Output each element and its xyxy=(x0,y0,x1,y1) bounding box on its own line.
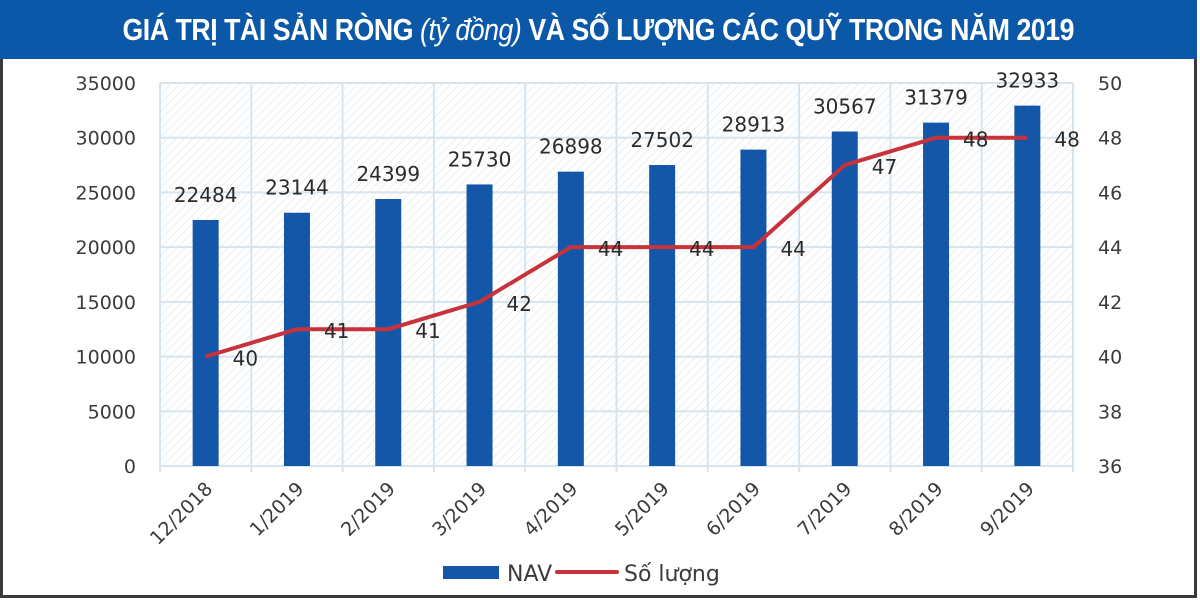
nav-value-label: 24399 xyxy=(356,162,420,186)
nav-bar xyxy=(923,122,950,466)
nav-value-label: 32933 xyxy=(996,69,1060,93)
left-axis: 0 5000 10000 15000 20000 25000 30000 35000 xyxy=(76,73,136,478)
nav-bar xyxy=(283,212,310,466)
count-value-label: 41 xyxy=(324,319,349,343)
left-axis-tick: 30000 xyxy=(76,128,136,150)
count-data-labels: 40 41 41 42 44 44 44 47 48 48 xyxy=(233,128,1080,371)
x-axis-label: 2/2019 xyxy=(337,478,400,541)
x-axis-label: 3/2019 xyxy=(428,478,491,541)
title-part-1: GIÁ TRỊ TÀI SẢN RÒNG xyxy=(122,11,421,47)
x-axis-label: 12/2018 xyxy=(146,478,217,549)
x-axis-label: 7/2019 xyxy=(793,478,856,541)
right-axis-tick: 50 xyxy=(1098,73,1122,95)
nav-bar xyxy=(375,199,402,466)
title-bar: GIÁ TRỊ TÀI SẢN RÒNG (tỷ đồng) VÀ SỐ LƯỢ… xyxy=(0,0,1197,59)
left-axis-tick: 35000 xyxy=(76,73,136,95)
right-axis-tick: 42 xyxy=(1098,292,1122,314)
nav-bar xyxy=(466,184,493,466)
title-part-3: VÀ SỐ LƯỢNG CÁC QUỸ TRONG NĂM 2019 xyxy=(521,11,1075,47)
fund-count-line xyxy=(205,135,1028,359)
nav-value-label: 25730 xyxy=(448,147,512,171)
nav-bar xyxy=(649,165,676,466)
nav-value-label: 31379 xyxy=(904,86,968,110)
nav-bar xyxy=(192,219,219,466)
legend: NAV Số lượng xyxy=(443,562,720,587)
left-axis-tick: 20000 xyxy=(76,237,136,259)
right-axis-tick: 36 xyxy=(1098,456,1122,478)
x-axis-label: 9/2019 xyxy=(976,478,1039,541)
count-value-label: 47 xyxy=(872,155,897,179)
right-axis: 36 38 40 42 44 46 48 50 xyxy=(1098,73,1122,478)
right-axis-tick: 38 xyxy=(1098,401,1122,423)
nav-bars xyxy=(192,105,1041,466)
right-axis-tick: 40 xyxy=(1098,347,1122,369)
nav-value-label: 28913 xyxy=(722,113,786,137)
x-axis-label: 5/2019 xyxy=(611,478,674,541)
x-axis: 12/2018 1/2019 2/2019 3/2019 4/2019 5/2019 6/2… xyxy=(146,478,1039,549)
left-axis-tick: 0 xyxy=(124,456,136,478)
count-value-label: 48 xyxy=(963,128,988,152)
title-unit: (tỷ đồng) xyxy=(420,11,522,47)
nav-bar xyxy=(740,149,767,466)
gridlines xyxy=(159,82,1074,472)
count-value-label: 48 xyxy=(1054,128,1079,152)
nav-data-labels: 22484 23144 24399 25730 26898 27502 28913 30567… xyxy=(174,69,1059,207)
chart-title: GIÁ TRỊ TÀI SẢN RÒNG (tỷ đồng) VÀ SỐ LƯỢ… xyxy=(123,12,1075,48)
count-line xyxy=(205,135,1028,359)
nav-value-label: 22484 xyxy=(174,183,238,207)
nav-value-label: 27502 xyxy=(630,128,694,152)
legend-nav-swatch xyxy=(443,566,499,579)
x-axis-label: 1/2019 xyxy=(246,478,309,541)
x-axis-label: 8/2019 xyxy=(885,478,948,541)
nav-bar xyxy=(831,131,858,466)
count-value-label: 42 xyxy=(507,292,532,316)
nav-bar xyxy=(1014,105,1041,466)
left-axis-tick: 10000 xyxy=(76,347,136,369)
right-axis-tick: 44 xyxy=(1098,237,1122,259)
nav-value-label: 23144 xyxy=(265,176,329,200)
count-value-label: 44 xyxy=(780,237,805,261)
right-axis-tick: 46 xyxy=(1098,182,1122,204)
count-value-label: 40 xyxy=(233,347,258,371)
count-value-label: 41 xyxy=(415,319,440,343)
left-axis-tick: 5000 xyxy=(88,401,136,423)
count-value-label: 44 xyxy=(598,237,623,261)
x-axis-label: 6/2019 xyxy=(702,478,765,541)
left-axis-tick: 15000 xyxy=(76,292,136,314)
nav-value-label: 26898 xyxy=(539,135,603,159)
legend-count-label: Số lượng xyxy=(624,562,720,587)
count-value-label: 44 xyxy=(689,237,714,261)
nav-value-label: 30567 xyxy=(813,95,877,119)
x-axis-label: 4/2019 xyxy=(520,478,583,541)
legend-nav-label: NAV xyxy=(507,562,552,587)
nav-bar xyxy=(557,171,584,466)
right-axis-tick: 48 xyxy=(1098,128,1122,150)
left-axis-tick: 25000 xyxy=(76,182,136,204)
